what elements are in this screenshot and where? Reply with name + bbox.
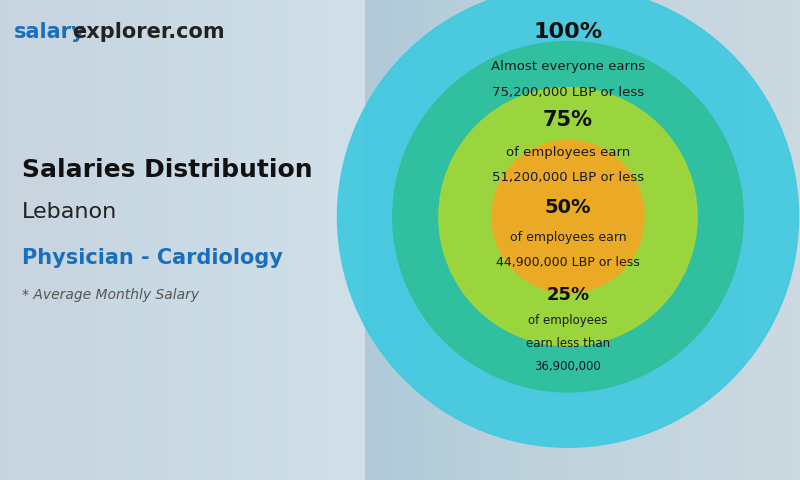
Text: 25%: 25% xyxy=(546,286,590,304)
Circle shape xyxy=(393,42,743,392)
Circle shape xyxy=(439,88,697,346)
Text: * Average Monthly Salary: * Average Monthly Salary xyxy=(22,288,199,302)
Text: 44,900,000 LBP or less: 44,900,000 LBP or less xyxy=(496,256,640,269)
Text: Lebanon: Lebanon xyxy=(22,202,118,222)
Text: 75%: 75% xyxy=(543,110,593,130)
Text: 51,200,000 LBP or less: 51,200,000 LBP or less xyxy=(492,171,644,184)
Text: salary: salary xyxy=(14,22,86,42)
Circle shape xyxy=(492,141,644,293)
Text: of employees earn: of employees earn xyxy=(506,146,630,159)
Text: earn less than: earn less than xyxy=(526,337,610,350)
Text: Physician - Cardiology: Physician - Cardiology xyxy=(22,248,283,268)
Text: Almost everyone earns: Almost everyone earns xyxy=(491,60,645,73)
Text: 100%: 100% xyxy=(534,23,602,42)
Text: of employees: of employees xyxy=(528,314,608,327)
Text: Salaries Distribution: Salaries Distribution xyxy=(22,158,313,182)
Text: 36,900,000: 36,900,000 xyxy=(534,360,602,373)
FancyBboxPatch shape xyxy=(0,0,365,480)
Text: 75,200,000 LBP or less: 75,200,000 LBP or less xyxy=(492,86,644,99)
Circle shape xyxy=(338,0,798,447)
Text: 50%: 50% xyxy=(545,198,591,217)
Text: explorer.com: explorer.com xyxy=(72,22,225,42)
Text: of employees earn: of employees earn xyxy=(510,231,626,244)
